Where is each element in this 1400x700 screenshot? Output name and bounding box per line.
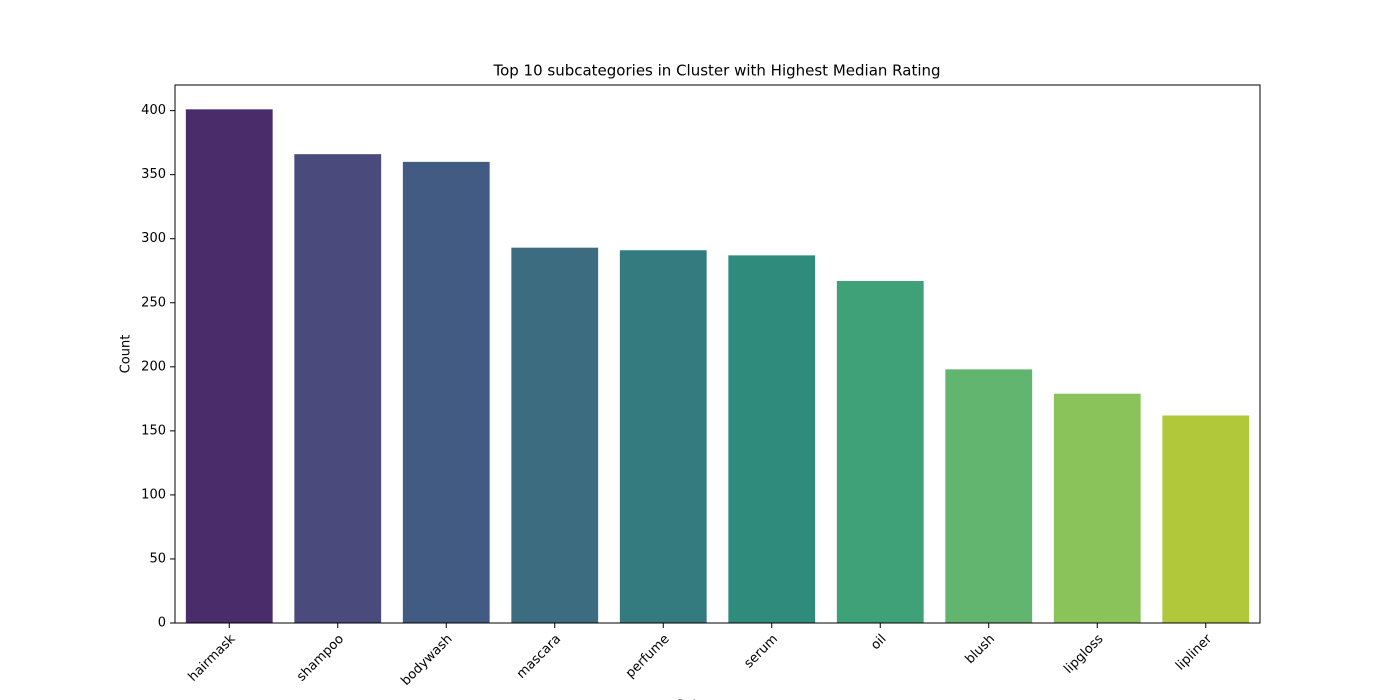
x-tick-label: bodywash: [398, 632, 455, 689]
y-tick-label: 200: [141, 359, 166, 374]
bar: [511, 247, 599, 623]
bar: [836, 280, 924, 623]
bar: [945, 369, 1033, 623]
y-tick-label: 150: [141, 423, 166, 438]
y-tick-label: 100: [141, 487, 166, 502]
y-tick-label: 250: [141, 295, 166, 310]
x-tick-label: lipliner: [1173, 631, 1215, 673]
x-tick-label: oil: [868, 632, 889, 653]
y-tick-label: 0: [158, 616, 166, 631]
x-tick-label: serum: [741, 632, 781, 672]
bar: [728, 255, 816, 623]
y-axis-label: Count: [119, 335, 134, 374]
x-tick-label: blush: [963, 632, 998, 667]
bar: [185, 109, 273, 624]
y-tick-label: 300: [141, 231, 166, 246]
y-tick-label: 400: [141, 103, 166, 118]
chart-title: Top 10 subcategories in Cluster with Hig…: [492, 62, 940, 80]
bar: [619, 250, 707, 623]
bar: [402, 161, 490, 623]
x-tick-label: lipgloss: [1061, 632, 1106, 677]
x-tick-label: hairmask: [186, 631, 239, 684]
x-tick-label: shampoo: [294, 632, 347, 685]
y-tick-label: 350: [141, 167, 166, 182]
x-tick-label: mascara: [514, 632, 564, 682]
x-tick-label: perfume: [623, 632, 673, 682]
x-axis-label: Subcategory: [676, 699, 759, 700]
y-tick-label: 50: [149, 551, 166, 566]
bar: [1162, 415, 1250, 623]
bar: [1053, 393, 1141, 623]
bar: [294, 154, 382, 623]
plot-frame: [174, 84, 1261, 624]
